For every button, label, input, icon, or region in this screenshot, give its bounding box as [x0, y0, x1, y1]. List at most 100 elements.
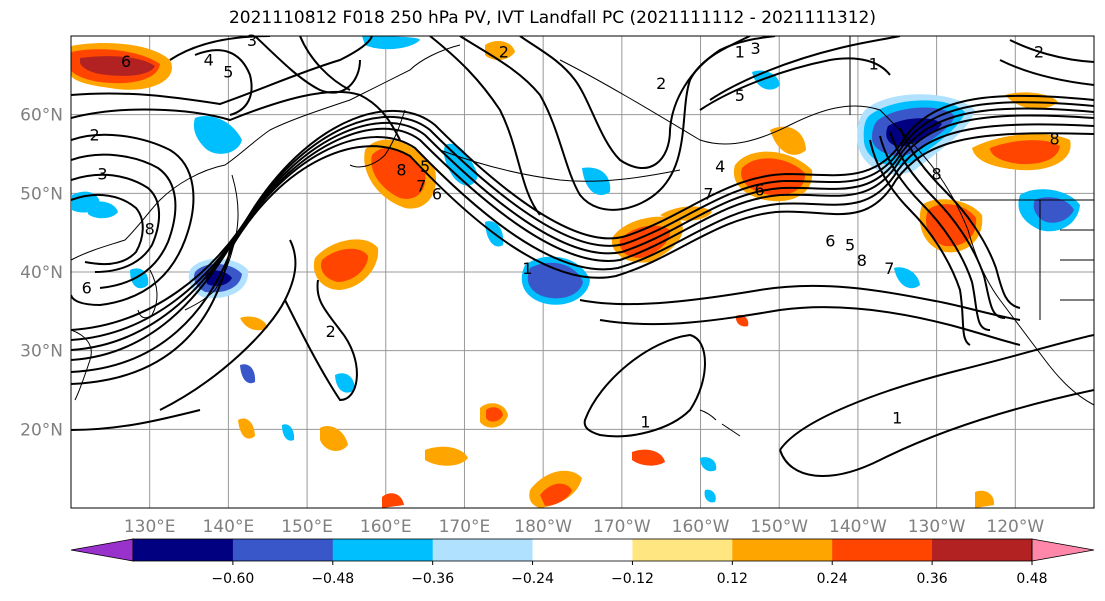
coast-korea [137, 269, 158, 319]
x-tick-label: 150°W [750, 517, 808, 537]
contour-label: 5 [223, 62, 233, 81]
contour-label: 6 [432, 184, 442, 203]
x-tick-label: 160°W [672, 517, 730, 537]
contour-label: 6 [121, 52, 131, 71]
contour-line [579, 284, 1021, 321]
contour-line [71, 90, 401, 141]
x-axis-ticks: 130°E 140°E 150°E 160°E 170°E 180°W 170°W 160°W… [124, 517, 1045, 537]
contour-label: 8 [396, 161, 406, 180]
shade-negative [894, 267, 920, 289]
shade-positive [320, 425, 348, 452]
map-frame [70, 35, 1095, 509]
shade-positive [632, 449, 665, 466]
contour-line [519, 36, 776, 170]
shade-positive [975, 490, 995, 508]
contour-line [779, 389, 1094, 477]
x-tick-label: 150°E [281, 517, 333, 537]
contour-line [889, 131, 1006, 319]
x-tick-label: 180°W [514, 517, 572, 537]
shade-positive [320, 248, 368, 282]
shade-positive [770, 126, 806, 155]
contour-label: 1 [892, 409, 902, 428]
contour-line [869, 139, 971, 346]
shade-negative [527, 262, 583, 299]
shade-negative [1033, 197, 1074, 223]
contour-label: 5 [735, 86, 745, 105]
coast-alaska [559, 59, 881, 145]
x-tick-label: 130°E [124, 517, 176, 537]
contour-line [583, 333, 706, 438]
coast-japan [184, 174, 239, 311]
shade-positive [238, 418, 255, 439]
y-tick-label: 30°N [20, 342, 63, 362]
shade-positive [540, 483, 572, 506]
contour-label: 2 [656, 74, 666, 93]
y-axis-ticks: 20°N 30°N 40°N 50°N 60°N [20, 106, 63, 441]
contour-line [1009, 39, 1094, 63]
x-tick-label: 140°E [203, 517, 255, 537]
shade-positive [371, 147, 426, 199]
shade-negative [362, 36, 420, 50]
shade-negative [193, 116, 242, 154]
contour-line [429, 36, 541, 216]
coast-china [71, 329, 92, 401]
coast-nw-america [879, 109, 1094, 406]
contour-label: 2 [1034, 43, 1044, 62]
y-tick-label: 40°N [20, 263, 63, 283]
shade-positive [990, 140, 1060, 165]
coastlines [71, 36, 1094, 437]
shade-positive [382, 493, 404, 508]
contour-label: 4 [715, 157, 725, 176]
contour-line [71, 193, 144, 266]
contour-label: 7 [884, 259, 894, 278]
contour-label: 8 [857, 251, 867, 270]
contour-label: 6 [825, 232, 835, 251]
contour-line [459, 36, 751, 211]
x-tick-label: 160°E [360, 517, 412, 537]
contour-line [254, 36, 361, 94]
coast-hawaii [699, 409, 741, 437]
shade-negative [88, 201, 118, 219]
contour-line [71, 409, 201, 431]
contour-line [699, 57, 891, 111]
contour-label: 8 [145, 220, 155, 239]
shade-positive [735, 315, 749, 327]
x-tick-label: 140°W [829, 517, 887, 537]
contour-label: 7 [703, 184, 713, 203]
contour-line [284, 279, 358, 402]
contour-line [709, 36, 901, 101]
contour-line [159, 239, 297, 411]
coast-aleutians [439, 149, 681, 182]
x-tick-label: 130°W [908, 517, 966, 537]
shade-negative [282, 424, 295, 441]
contour-label: 3 [247, 31, 257, 50]
contour-label: 5 [420, 157, 430, 176]
y-tick-label: 50°N [20, 184, 63, 204]
shade-negative [700, 457, 717, 472]
contour-label: 1 [735, 43, 745, 62]
shade-positive [660, 206, 712, 221]
contour-label: 4 [204, 51, 214, 70]
contour-line [299, 36, 351, 91]
contour-label: 3 [751, 39, 761, 58]
border-states [1039, 200, 1094, 320]
pc-shading [71, 36, 1080, 508]
shade-negative [335, 373, 355, 393]
contour-line [71, 133, 195, 307]
pv-contours [71, 36, 1094, 477]
contour-line [71, 132, 1094, 385]
contour-line [999, 59, 1094, 86]
contour-line [71, 36, 373, 106]
contour-label: 8 [1050, 129, 1060, 148]
coast-asia [71, 44, 461, 261]
contour-line [899, 127, 1021, 309]
coast-kamchatka [349, 109, 406, 168]
shade-positive [80, 56, 155, 76]
contour-label: 3 [97, 165, 107, 184]
contour-label: 5 [845, 235, 855, 254]
x-tick-label: 170°E [439, 517, 491, 537]
contour-label: 1 [640, 412, 650, 431]
map-title: 2021110812 F018 250 hPa PV, IVT Landfall… [228, 8, 876, 28]
